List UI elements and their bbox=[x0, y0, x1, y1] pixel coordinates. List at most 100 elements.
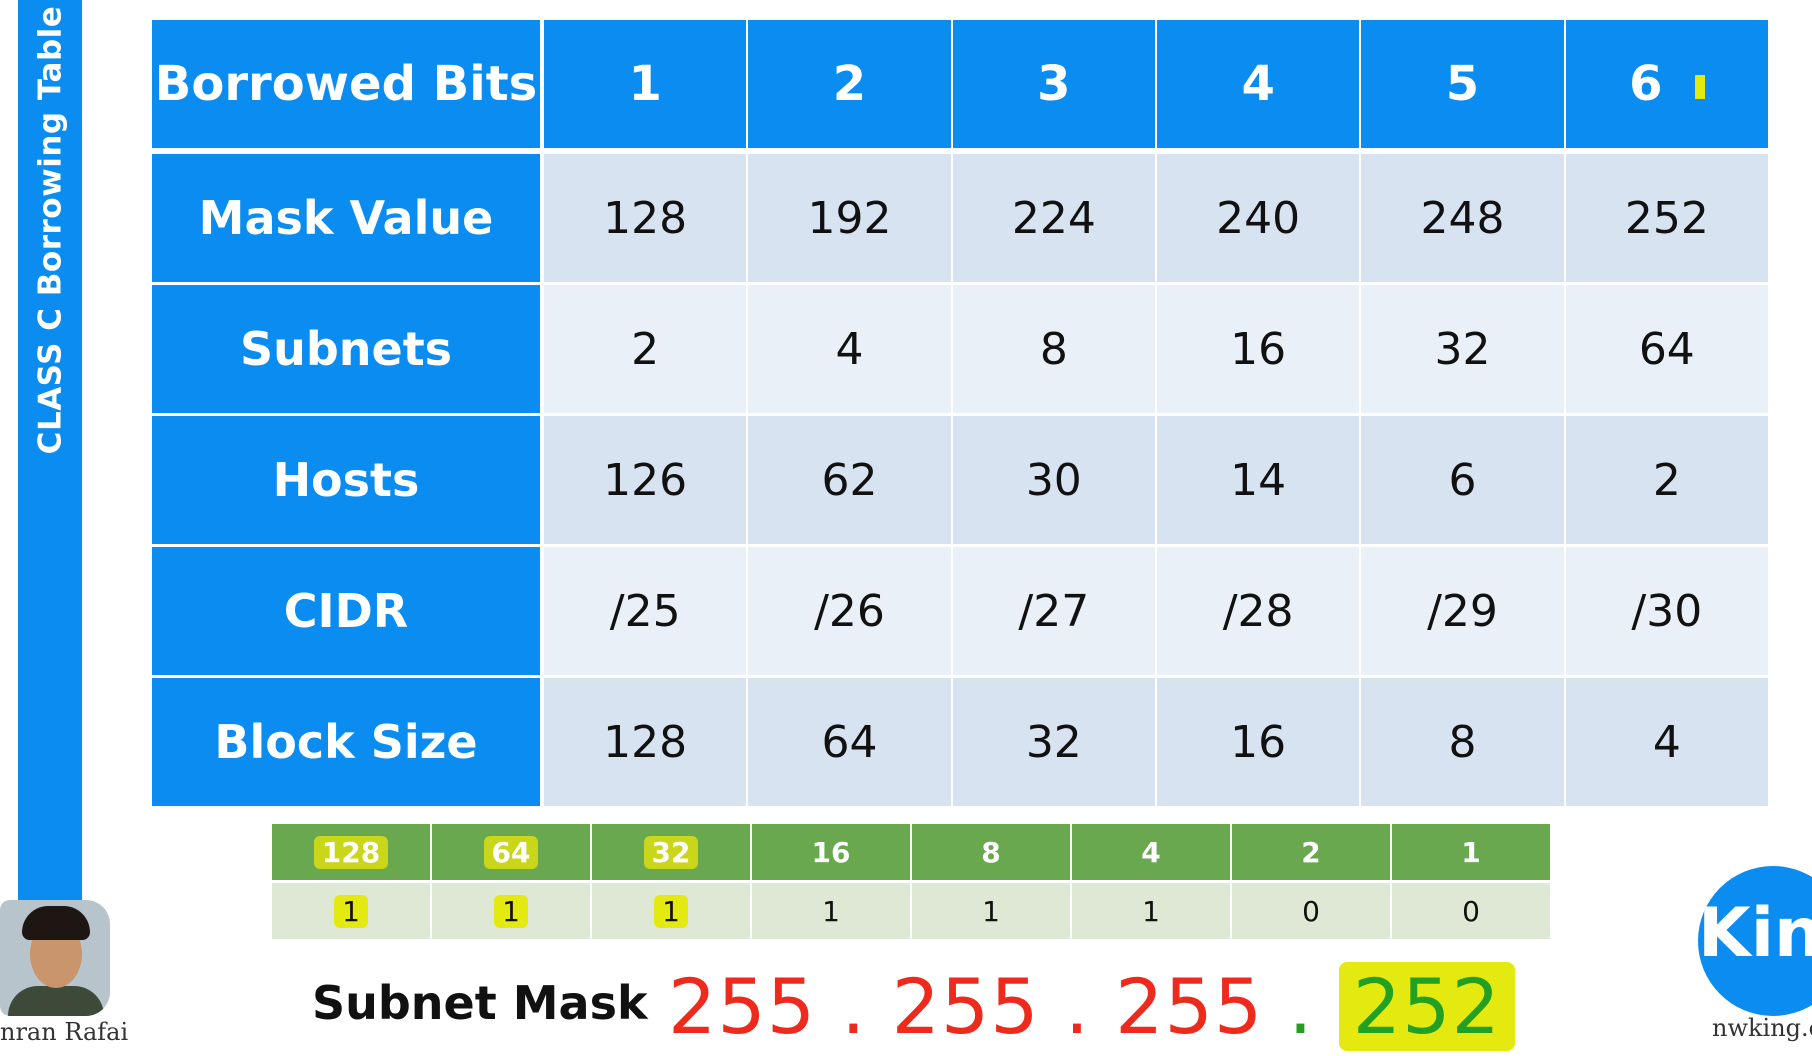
presenter-shirt bbox=[8, 986, 104, 1016]
mask-value: 224 bbox=[1011, 192, 1096, 244]
brand-logo-text: King bbox=[1698, 894, 1812, 973]
borrowed-bits-cell: 4 bbox=[1156, 20, 1362, 154]
block-size-cell: 8 bbox=[1361, 678, 1566, 809]
bit-value: 1 bbox=[494, 894, 528, 928]
bit-weight: 128 bbox=[313, 835, 389, 869]
bit-weight-cell: 32 bbox=[592, 824, 752, 883]
mask-value-cell: 240 bbox=[1156, 154, 1362, 285]
borrowed-bits-cell: 1 bbox=[544, 20, 749, 154]
cidr-cell: /26 bbox=[748, 547, 953, 678]
bit-weight-cell: 2 bbox=[1232, 824, 1392, 883]
subnets-cell: 4 bbox=[748, 285, 953, 416]
presenter-avatar bbox=[0, 900, 110, 1016]
subnets-cell: 64 bbox=[1565, 285, 1770, 416]
bit-value-cell: 1 bbox=[592, 883, 752, 939]
block-size-cell: 16 bbox=[1156, 678, 1362, 809]
row-label-block-size: Block Size bbox=[152, 678, 544, 809]
hosts-cell: 2 bbox=[1565, 416, 1770, 547]
mask-separator: . bbox=[1288, 962, 1314, 1051]
bit-weight-cell: 8 bbox=[912, 824, 1072, 883]
cidr-cell: /27 bbox=[952, 547, 1157, 678]
subnets-cell: 8 bbox=[952, 285, 1157, 416]
block-size-cell: 32 bbox=[952, 678, 1157, 809]
bit-weight-cell: 1 bbox=[1392, 824, 1552, 883]
cidr-cell: /29 bbox=[1361, 547, 1566, 678]
hosts-cell: 30 bbox=[952, 416, 1157, 547]
mask-value-cell: 252 bbox=[1565, 154, 1770, 285]
cidr-cell: /28 bbox=[1156, 547, 1362, 678]
king-logo-icon: King bbox=[1698, 866, 1812, 1016]
mask-separator: . bbox=[1064, 962, 1090, 1051]
bit-value: 1 bbox=[334, 894, 368, 928]
borrowed-bits-cell: 2 bbox=[748, 20, 953, 154]
bit-weight: 64 bbox=[483, 835, 539, 869]
hosts-cell: 62 bbox=[748, 416, 953, 547]
bit-weight-cell: 4 bbox=[1072, 824, 1232, 883]
mask-value: 192 bbox=[807, 192, 892, 244]
cidr-cell: /25 bbox=[544, 547, 749, 678]
cidr-cell: /30 bbox=[1565, 547, 1770, 678]
bit-value-cell: 1 bbox=[272, 883, 432, 939]
table-row-subnets: Subnets 2 4 8 16 32 64 bbox=[152, 285, 1770, 416]
mask-value-cell: 224 bbox=[952, 154, 1157, 285]
hosts-cell: 126 bbox=[544, 416, 749, 547]
side-banner-title-wrap: CLASS C Borrowing Table bbox=[18, 0, 82, 460]
presenter-hair bbox=[22, 906, 90, 940]
binary-weights-row: 128 64 32 16 8 4 2 1 bbox=[272, 824, 1552, 883]
binary-weight-table: 128 64 32 16 8 4 2 1 1 1 1 1 1 1 0 0 bbox=[272, 824, 1552, 939]
mask-value: 128 bbox=[603, 192, 688, 244]
bit-value-cell: 1 bbox=[432, 883, 592, 939]
mask-value-cell: 248 bbox=[1361, 154, 1566, 285]
block-size-cell: 4 bbox=[1565, 678, 1770, 809]
borrowed-bits-value: 6 bbox=[1629, 56, 1663, 112]
row-label-hosts: Hosts bbox=[152, 416, 544, 547]
bit-value-cell: 1 bbox=[1072, 883, 1232, 939]
bit-value-cell: 0 bbox=[1392, 883, 1552, 939]
mask-octet-3: 255 bbox=[1115, 962, 1264, 1051]
subnets-cell: 16 bbox=[1156, 285, 1362, 416]
mask-octet-4: 252 bbox=[1338, 962, 1515, 1051]
subnet-mask-value: 255 . 255 . 255 . 252 bbox=[668, 962, 1515, 1051]
bit-value-cell: 1 bbox=[752, 883, 912, 939]
table-row-borrowed-bits: Borrowed Bits 1 2 3 4 5 6 bbox=[152, 20, 1770, 154]
table-row-hosts: Hosts 126 62 30 14 6 2 bbox=[152, 416, 1770, 547]
mask-separator: . bbox=[841, 962, 867, 1051]
bit-weight-cell: 128 bbox=[272, 824, 432, 883]
mask-value-cell: 192 bbox=[748, 154, 953, 285]
bit-value-cell: 1 bbox=[912, 883, 1072, 939]
mask-value: 252 bbox=[1624, 192, 1709, 244]
bit-value-cell: 0 bbox=[1232, 883, 1392, 939]
bit-weight: 32 bbox=[643, 835, 699, 869]
cursor-marker bbox=[1694, 75, 1705, 99]
subnets-cell: 32 bbox=[1361, 285, 1566, 416]
subnet-mask-label: Subnet Mask bbox=[312, 976, 648, 1030]
mask-octet-2: 255 bbox=[891, 962, 1040, 1051]
table-row-cidr: CIDR /25 /26 /27 /28 /29 /30 bbox=[152, 547, 1770, 678]
side-banner-title: CLASS C Borrowing Table bbox=[32, 5, 68, 455]
block-size-cell: 128 bbox=[544, 678, 749, 809]
mask-octet-1: 255 bbox=[668, 962, 817, 1051]
block-size-cell: 64 bbox=[748, 678, 953, 809]
row-label-subnets: Subnets bbox=[152, 285, 544, 416]
row-label-mask-value: Mask Value bbox=[152, 154, 544, 285]
bit-weight-cell: 64 bbox=[432, 824, 592, 883]
bit-value: 1 bbox=[654, 894, 688, 928]
borrowed-bits-cell: 3 bbox=[952, 20, 1157, 154]
brand-site: nwking.o bbox=[1712, 1014, 1812, 1042]
borrowed-bits-cell-last: 6 bbox=[1565, 20, 1770, 154]
bit-weight-cell: 16 bbox=[752, 824, 912, 883]
hosts-cell: 14 bbox=[1156, 416, 1362, 547]
table-row-block-size: Block Size 128 64 32 16 8 4 bbox=[152, 678, 1770, 809]
hosts-cell: 6 bbox=[1361, 416, 1566, 547]
side-banner bbox=[18, 0, 82, 900]
mask-value-cell: 128 bbox=[544, 154, 749, 285]
table-row-mask-value: Mask Value 128 192 224 240 248 252 bbox=[152, 154, 1770, 285]
mask-value: 240 bbox=[1216, 192, 1301, 244]
presenter-name: nran Rafai bbox=[0, 1018, 129, 1046]
row-label-borrowed-bits: Borrowed Bits bbox=[152, 20, 544, 154]
borrowed-bits-cell: 5 bbox=[1361, 20, 1566, 154]
subnets-cell: 2 bbox=[544, 285, 749, 416]
borrowing-table: Borrowed Bits 1 2 3 4 5 6 Mask Value 128… bbox=[152, 20, 1770, 809]
binary-bits-row: 1 1 1 1 1 1 0 0 bbox=[272, 883, 1552, 939]
mask-value: 248 bbox=[1420, 192, 1505, 244]
